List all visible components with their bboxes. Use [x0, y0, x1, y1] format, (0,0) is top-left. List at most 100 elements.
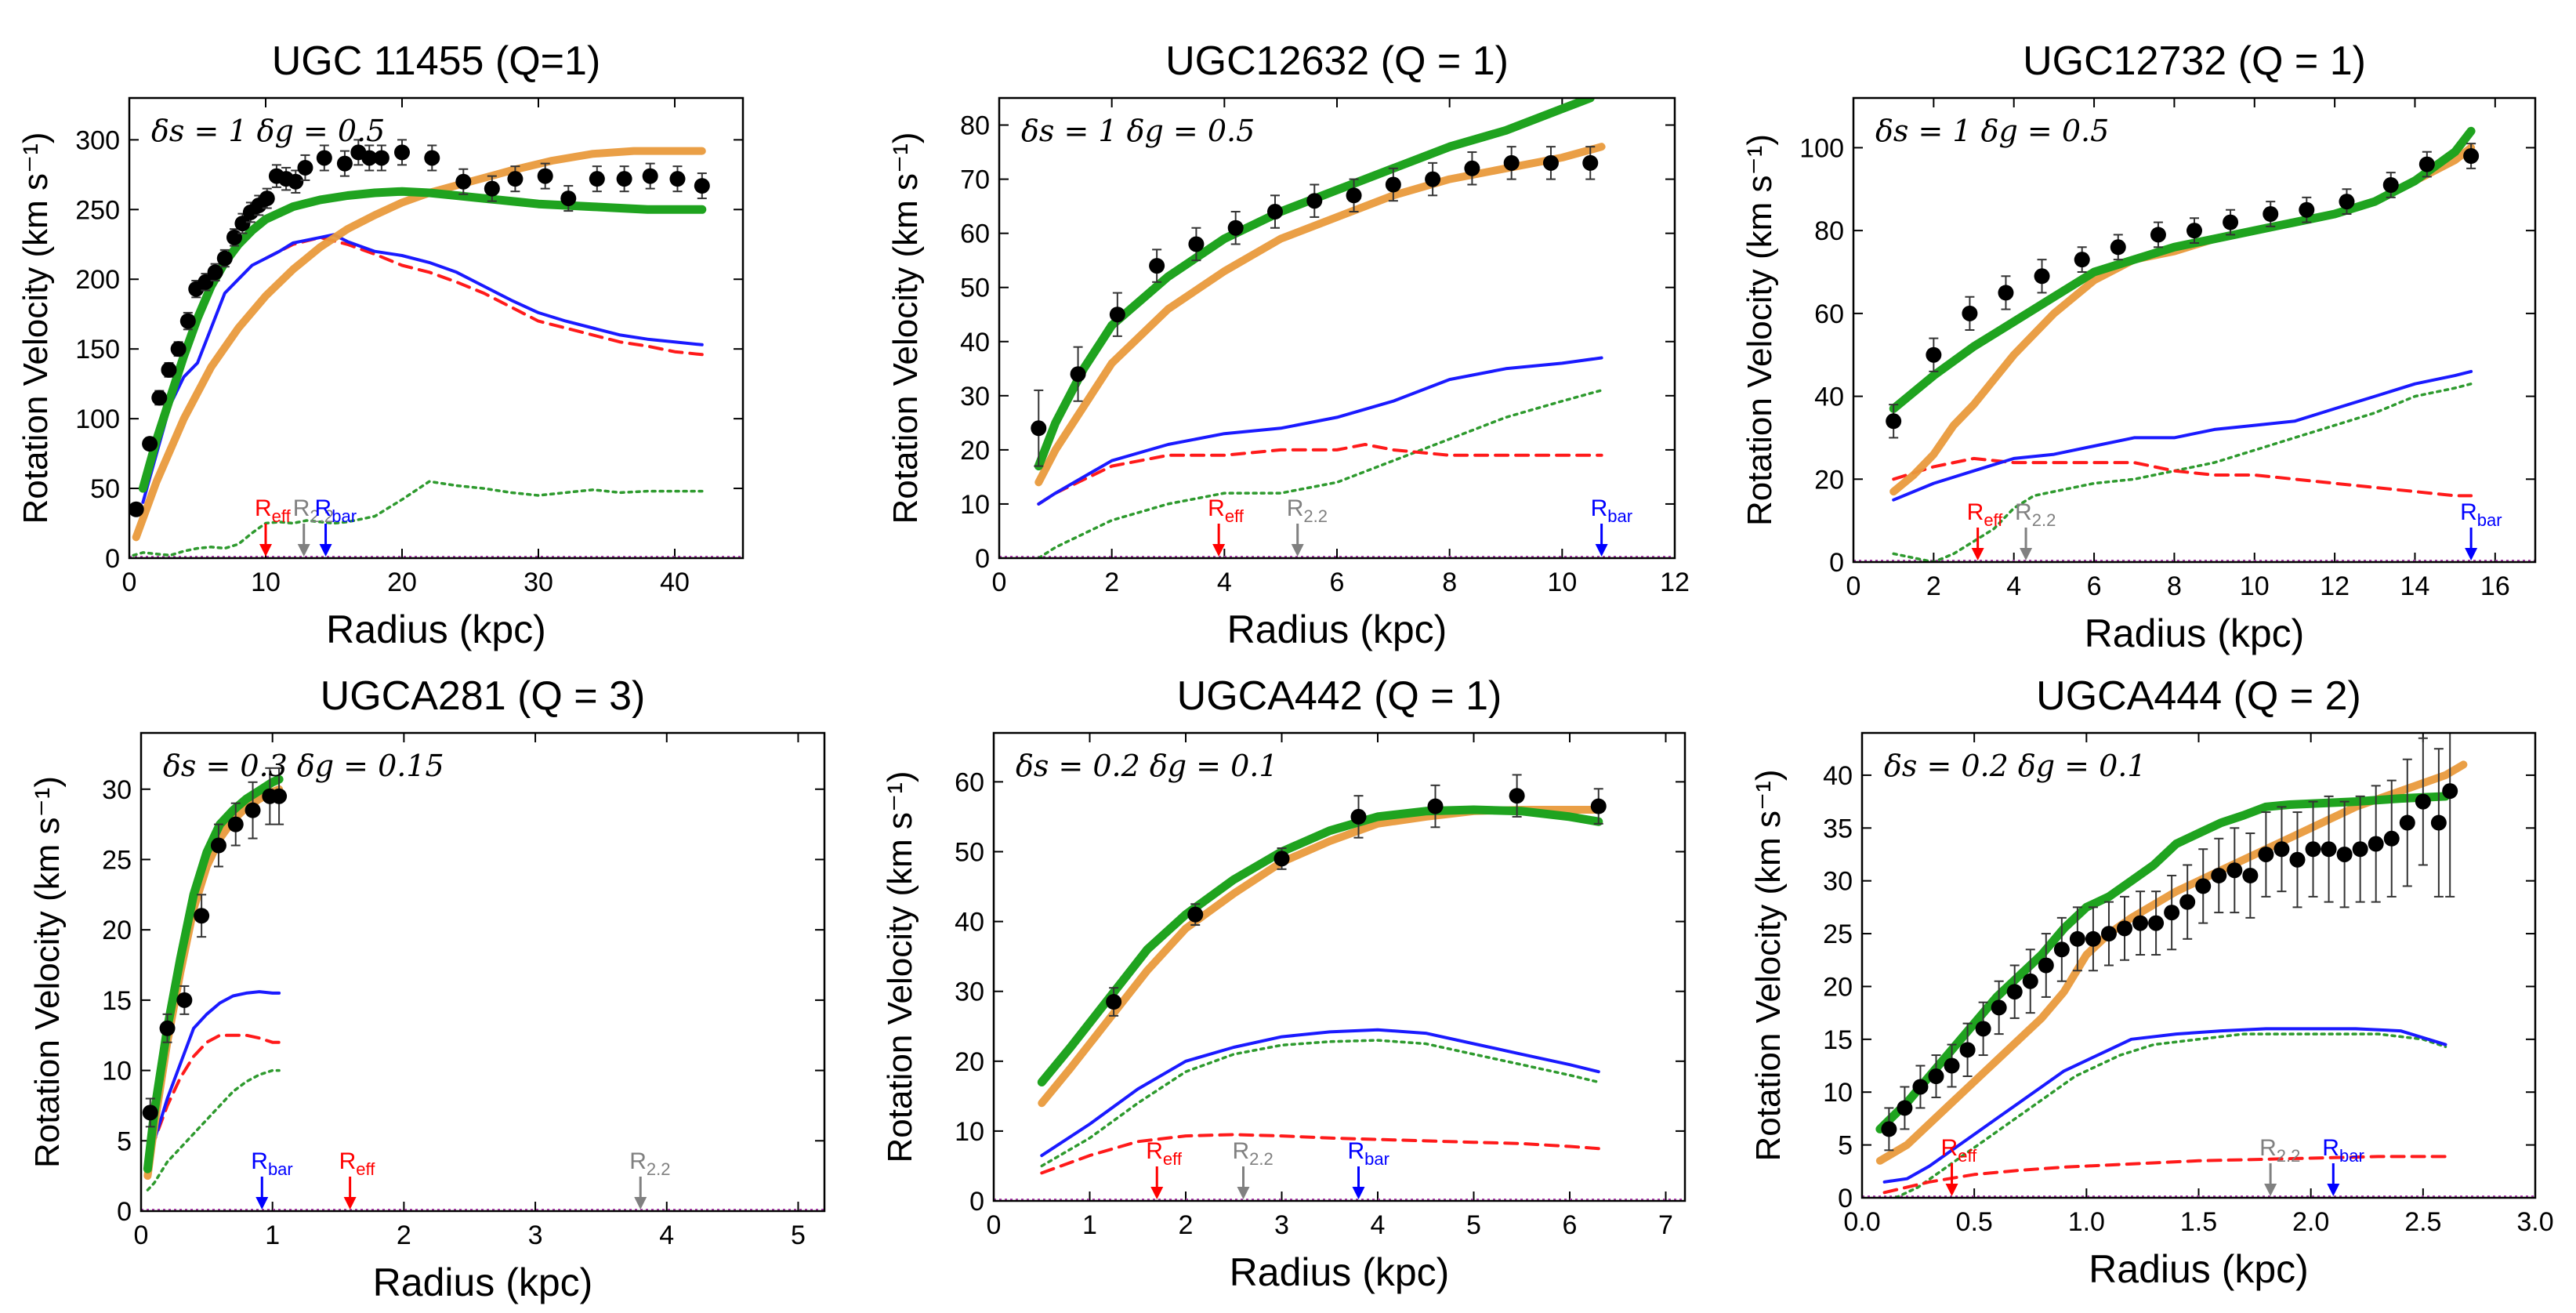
marker-label: Rbar	[315, 495, 357, 526]
data-point	[1886, 413, 1902, 430]
series-line-blue	[1040, 1028, 1600, 1158]
data-point	[1926, 346, 1942, 363]
data-point	[2022, 973, 2038, 989]
y-tick-label: 5	[117, 1126, 132, 1156]
data-point	[361, 150, 378, 166]
y-tick-label: 100	[75, 404, 120, 434]
data-layer	[1862, 733, 2535, 1198]
data-point	[1106, 994, 1122, 1010]
marker-label-sub: 2.2	[647, 1159, 671, 1179]
data-point	[179, 313, 196, 329]
data-point	[2289, 851, 2306, 868]
y-tick-label: 30	[955, 977, 984, 1007]
marker-label: R2.2	[2015, 499, 2056, 530]
data-point	[197, 274, 214, 290]
x-tick-label: 10	[251, 568, 281, 597]
chart-panel-2: UGC12632 (Q = 1) Rotation Velocity (km s⁻…	[886, 38, 1690, 651]
data-layer	[994, 774, 1685, 1200]
marker-label-main: R	[315, 495, 332, 521]
y-tick-label: 60	[955, 767, 984, 797]
data-point	[2336, 846, 2353, 862]
data-point	[560, 190, 577, 207]
data-point	[161, 361, 177, 378]
series-line-orange-thick	[132, 147, 706, 542]
data-point	[1998, 285, 2014, 301]
x-tick-label: 0	[1846, 571, 1861, 601]
data-point	[694, 178, 710, 194]
marker-arrow-head	[2264, 1184, 2277, 1196]
data-point	[455, 173, 472, 190]
data-point	[129, 501, 144, 517]
marker-label-sub: 2.2	[310, 506, 334, 526]
data-point	[2430, 814, 2447, 831]
x-tick-label: 0	[134, 1221, 149, 1250]
data-point	[336, 155, 353, 172]
x-tick-label: 6	[1330, 568, 1345, 597]
y-tick-label: 20	[1814, 465, 1844, 495]
data-point	[1912, 1079, 1929, 1095]
data-point	[2382, 177, 2399, 193]
series-line-green-dotted	[1894, 1032, 2447, 1198]
y-tick-label: 40	[955, 908, 984, 938]
data-point	[2383, 830, 2400, 847]
x-tick-label: 2	[1179, 1210, 1194, 1240]
x-tick-label: 6	[1563, 1210, 1578, 1240]
x-tick-label: 4	[1371, 1210, 1386, 1240]
x-tick-label: 10	[2240, 571, 2270, 601]
marker-label: Reff	[1941, 1135, 1978, 1166]
y-tick-label: 50	[960, 274, 990, 303]
y-axis-label: Rotation Velocity (km s⁻¹)	[1749, 769, 1788, 1161]
x-tick-label: 3.0	[2516, 1207, 2553, 1237]
x-tick-label: 10	[1547, 568, 1577, 597]
marker-label: R2.2	[629, 1148, 670, 1179]
data-point	[1350, 808, 1367, 825]
data-point	[2226, 862, 2243, 879]
data-point	[424, 150, 440, 166]
chart-title: UGC12632 (Q = 1)	[1165, 38, 1509, 84]
marker-arrow-head	[1971, 548, 1984, 560]
plot-frame	[1852, 96, 2537, 564]
series-line-blue	[1882, 1027, 2447, 1184]
x-tick-label: 40	[660, 568, 690, 597]
marker-label-sub: eff	[1984, 510, 2003, 530]
marker-label-main: R	[1348, 1138, 1365, 1164]
y-tick-label: 20	[1823, 972, 1853, 1002]
data-point	[2038, 957, 2054, 974]
data-layer	[999, 98, 1675, 558]
data-point	[2321, 841, 2337, 858]
chart-panel-6: UGCA444 (Q = 2) Rotation Velocity (km s⁻¹…	[1749, 673, 2554, 1291]
data-point	[1590, 798, 1607, 814]
data-point	[1266, 204, 1283, 220]
x-tick-label: 12	[1660, 568, 1690, 597]
data-point	[2053, 941, 2070, 958]
data-point	[669, 171, 686, 187]
marker-label-sub: 2.2	[1303, 506, 1328, 526]
x-tick-label: 3	[1274, 1210, 1289, 1240]
plot-frame	[992, 731, 1687, 1202]
y-tick-label: 15	[102, 986, 132, 1016]
data-point	[1509, 788, 1525, 804]
data-point	[216, 250, 233, 267]
x-tick-label: 1.0	[2068, 1207, 2105, 1237]
series-line-green-dotted	[132, 480, 704, 557]
marker-label-sub: bar	[268, 1159, 293, 1179]
marker-label-main: R	[629, 1148, 647, 1174]
delta-annotation: δs = 0.3 δg = 0.15	[163, 749, 444, 783]
data-point	[2415, 793, 2431, 810]
marker-label-main: R	[251, 1148, 268, 1174]
data-point	[2110, 239, 2126, 256]
data-point	[484, 180, 500, 197]
marker-label-sub: eff	[356, 1159, 375, 1179]
marker-label: R2.2	[2259, 1135, 2300, 1166]
data-point	[1306, 193, 1323, 209]
marker-arrow-head	[1150, 1187, 1164, 1199]
data-point	[2442, 783, 2458, 800]
marker-label-main: R	[1208, 495, 1225, 521]
data-point	[2258, 846, 2274, 862]
data-point	[589, 171, 605, 187]
data-point	[159, 1020, 176, 1036]
data-point	[1227, 219, 1244, 236]
data-point	[1959, 1042, 1976, 1058]
x-tick-label: 6	[2087, 571, 2102, 601]
y-axis-label: Rotation Velocity (km s⁻¹)	[1741, 134, 1779, 526]
